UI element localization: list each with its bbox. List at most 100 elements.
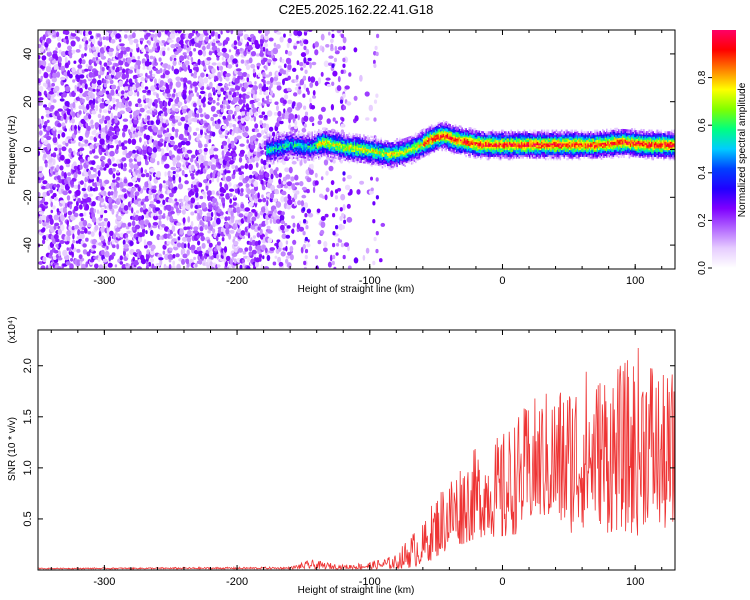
spectrogram-cell xyxy=(118,60,124,66)
spectrogram-cell xyxy=(208,35,212,40)
spectrogram-cell xyxy=(177,183,184,190)
spectrogram-cell xyxy=(319,148,321,151)
spectrogram-cell xyxy=(255,53,260,57)
spectrogram-cell xyxy=(314,149,316,152)
spectrogram-cell xyxy=(120,50,124,56)
spectrogram-cell xyxy=(139,73,143,77)
spectrogram-cell xyxy=(294,174,299,181)
spectrogram-cell xyxy=(176,222,182,226)
spectrogram-cell xyxy=(306,243,311,248)
spectrogram-cell xyxy=(232,169,236,176)
spectrogram-cell xyxy=(47,47,51,53)
spectrogram-cell xyxy=(50,105,55,110)
spectrogram-cell xyxy=(182,52,187,56)
spectrogram-cell xyxy=(291,153,294,156)
spectrogram-cell xyxy=(144,104,148,110)
spectrogram-cell xyxy=(123,124,129,130)
spectrogram-cell xyxy=(285,234,291,239)
spectrogram-cell xyxy=(153,99,159,104)
spectrogram-cell xyxy=(271,159,274,162)
spectrogram-cell xyxy=(287,138,290,141)
spectrogram-cell xyxy=(319,150,321,153)
spectrogram-cell xyxy=(246,265,251,269)
spectrogram-cell xyxy=(175,253,180,258)
spectrogram-cell xyxy=(191,154,196,159)
spectrogram-cell xyxy=(303,45,307,51)
spectrogram-cell xyxy=(195,62,199,67)
spectrogram-cell xyxy=(151,188,157,194)
spectrogram-cell xyxy=(270,136,272,139)
spectrogram-cell xyxy=(275,151,278,154)
spectrogram-cell xyxy=(41,115,44,120)
spectrogram-cell xyxy=(59,165,64,171)
spectrogram-cell xyxy=(333,266,337,269)
spectrogram-cell xyxy=(143,239,147,246)
spectrogram-cell xyxy=(219,202,222,207)
spectrogram-cell xyxy=(145,230,148,235)
spectrogram-cell xyxy=(291,215,295,219)
spectrogram-cell xyxy=(298,130,300,133)
spectrogram-cell xyxy=(102,258,108,263)
spectrogram-cell xyxy=(186,230,193,236)
spectrogram-cell xyxy=(78,44,82,49)
spectrogram-cell xyxy=(303,134,305,137)
spectrogram-cell xyxy=(228,143,233,150)
spectrogram-cell xyxy=(52,152,56,156)
spectrogram-cell xyxy=(225,75,230,82)
spectrogram-cell xyxy=(323,241,328,248)
spectrogram-cell xyxy=(236,135,242,140)
spectrogram-cell xyxy=(250,63,256,69)
spectrogram-cell xyxy=(312,90,316,96)
spectrogram-cell xyxy=(271,162,274,165)
spectrogram-cell xyxy=(273,112,278,116)
spectrogram-cell xyxy=(220,144,224,150)
spectrogram-cell xyxy=(309,62,312,69)
spectrogram-cell xyxy=(267,159,270,162)
spectrogram-cell xyxy=(239,75,244,80)
spectrogram-cell xyxy=(276,152,279,156)
spectrogram-cell xyxy=(116,211,119,215)
spectrogram-cell xyxy=(101,202,105,206)
spectrogram-cell xyxy=(133,260,140,266)
spectrogram-cell xyxy=(302,152,304,155)
spectrogram-cell xyxy=(296,135,299,138)
spectrogram-cell xyxy=(275,144,278,147)
spectrogram-cell xyxy=(335,155,337,158)
spectrogram-cell xyxy=(373,63,377,68)
spectrogram-cell xyxy=(343,147,345,150)
spectrogram-cell xyxy=(294,86,299,91)
spectrogram-cell xyxy=(59,154,65,161)
spectrogram-cell xyxy=(292,135,295,138)
spectrogram-cell xyxy=(100,186,105,191)
spectrogram-cell xyxy=(336,30,342,34)
spectrogram-cell xyxy=(292,145,295,148)
spectrogram-cell xyxy=(55,238,60,243)
spectrogram-cell xyxy=(246,139,249,144)
spectrogram-cell xyxy=(158,183,163,190)
spectrogram-cell xyxy=(54,147,58,151)
spectrogram-cell xyxy=(266,157,268,160)
spectrogram-cell xyxy=(232,92,237,97)
spectrogram-cell xyxy=(340,146,343,149)
spectrogram-cell xyxy=(275,218,281,224)
spectrogram-cell xyxy=(345,145,348,148)
spectrogram-cell xyxy=(278,145,280,149)
spectrogram-cell xyxy=(248,245,253,252)
spectrogram-cell xyxy=(122,50,127,55)
spectrogram-cell xyxy=(191,164,195,172)
spectrogram-cell xyxy=(278,149,280,152)
spectrogram-cell xyxy=(137,215,143,222)
spectrogram-cell xyxy=(290,143,292,146)
spectrogram-cell xyxy=(275,156,278,159)
spectrogram-cell xyxy=(164,171,167,177)
spectrogram-cell xyxy=(325,44,330,48)
spectrogram-cell xyxy=(111,84,117,90)
spectrogram-cell xyxy=(169,192,174,198)
spectrogram-cell xyxy=(341,135,344,138)
spectrogram-cell xyxy=(190,183,194,189)
spectrogram-cell xyxy=(285,240,289,245)
spectrogram-cell xyxy=(127,138,132,145)
spectrogram-cell xyxy=(163,132,169,138)
spectrogram-cell xyxy=(278,140,280,144)
spectrogram-cell xyxy=(330,137,332,140)
